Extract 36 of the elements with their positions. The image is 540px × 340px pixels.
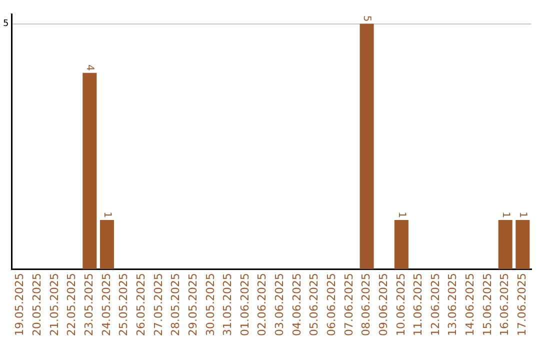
x-tick-label: 23.05.2025	[82, 273, 96, 336]
x-tick-label: 12.06.2025	[428, 273, 442, 336]
x-tick-label: 03.06.2025	[273, 273, 286, 336]
data-label: 1	[396, 212, 407, 218]
data-label: 4	[84, 64, 96, 71]
x-tick-label: 04.06.2025	[290, 273, 304, 336]
x-tick-label: 06.06.2025	[325, 273, 338, 336]
x-tick-label: 21.05.2025	[48, 273, 61, 336]
x-tick-label: 10.06.2025	[394, 273, 408, 336]
x-tick-label: 30.05.2025	[204, 273, 217, 336]
x-tick-label: 08.06.2025	[360, 273, 373, 336]
x-tick-label: 15.06.2025	[480, 273, 494, 336]
x-tick-label: 13.06.2025	[446, 273, 460, 336]
x-tick-label: 20.05.2025	[30, 273, 44, 336]
x-tick-label: 16.06.2025	[498, 273, 512, 336]
x-tick-label: 09.06.2025	[376, 273, 390, 336]
x-tick-label: 26.05.2025	[134, 273, 148, 336]
x-tick-label: 01.06.2025	[238, 273, 252, 336]
x-tick-label: 14.06.2025	[464, 273, 477, 336]
x-tick-label: 31.05.2025	[221, 273, 234, 336]
x-tick-label: 28.05.2025	[169, 273, 182, 336]
x-tick-label: 22.05.2025	[65, 273, 78, 336]
x-tick-label: 24.05.2025	[100, 273, 113, 336]
x-tick-label: 25.05.2025	[117, 273, 130, 336]
x-tick-label: 17.06.2025	[516, 273, 529, 336]
data-label: 1	[101, 212, 112, 218]
x-tick-label: 27.05.2025	[152, 273, 165, 336]
x-tick-label: 05.06.2025	[308, 273, 321, 336]
x-tick-label: 19.05.2025	[13, 273, 26, 336]
x-tick-label: 07.06.2025	[342, 273, 356, 336]
data-label: 1	[500, 212, 511, 218]
x-tick-label: 11.06.2025	[412, 273, 425, 336]
data-label: 5	[361, 15, 372, 22]
data-label: 1	[517, 212, 528, 218]
x-tick-label: 02.06.2025	[256, 273, 269, 336]
x-tick-label: 29.05.2025	[186, 273, 200, 336]
